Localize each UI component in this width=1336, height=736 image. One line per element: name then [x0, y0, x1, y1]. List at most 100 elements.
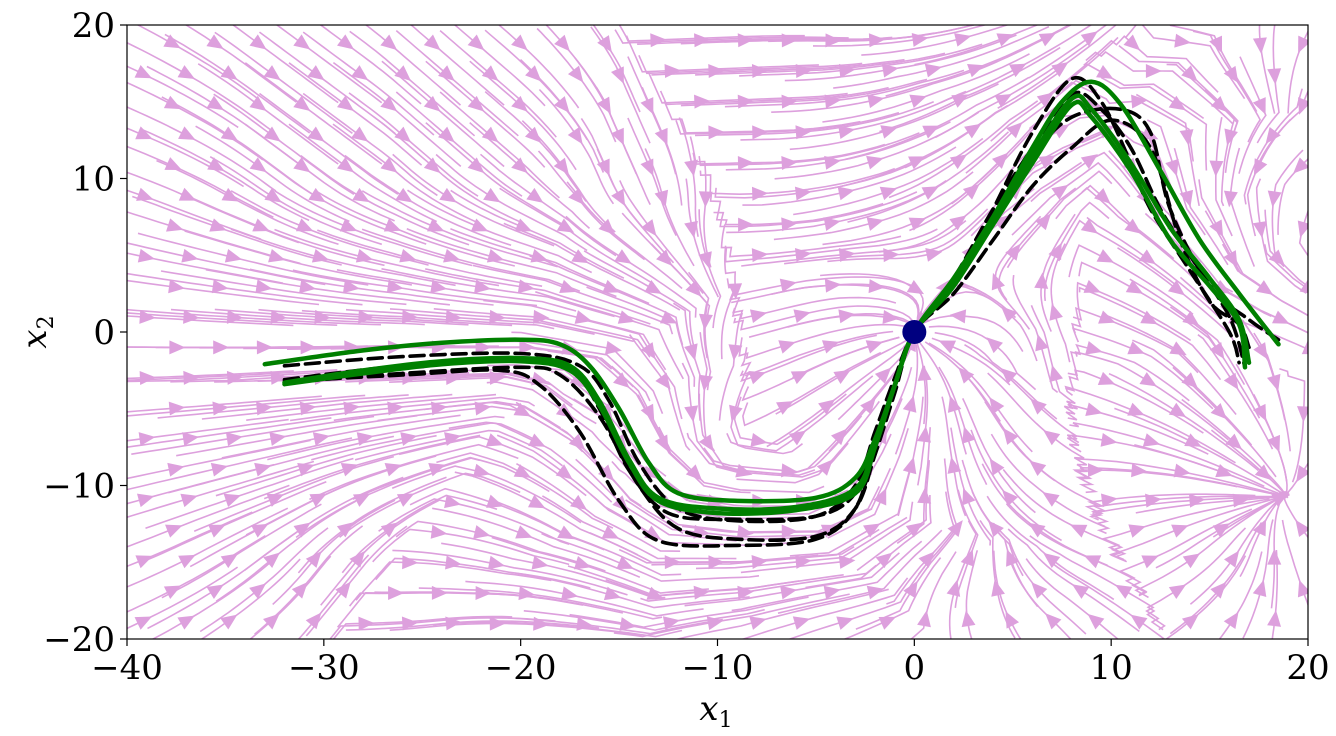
streamline	[1057, 219, 1177, 286]
streamline-arrow	[694, 94, 711, 109]
streamline	[736, 400, 880, 484]
streamline-arrow	[1127, 402, 1145, 416]
streamline-arrow	[750, 432, 768, 447]
streamline-arrow	[903, 580, 918, 599]
streamline	[1006, 170, 1113, 269]
streamline-arrow	[752, 125, 769, 140]
streamline-arrow	[1168, 584, 1187, 599]
target-marker	[902, 320, 927, 344]
streamline	[441, 542, 666, 600]
streamline-arrow	[380, 95, 398, 112]
streamline-arrow	[962, 487, 976, 506]
streamline-arrow	[1049, 364, 1063, 383]
streamline-arrow	[1223, 611, 1239, 630]
streamline-arrow	[1167, 280, 1185, 296]
x-tick-label: −10	[682, 648, 754, 688]
streamline-arrow	[882, 309, 900, 324]
streamline	[1277, 158, 1308, 235]
streamline-arrow	[513, 464, 532, 478]
streamline	[127, 81, 264, 161]
y-tick-label: 0	[93, 313, 115, 353]
streamline	[381, 122, 522, 224]
streamline-arrow	[1005, 611, 1020, 629]
streamline	[733, 305, 914, 331]
streamline	[640, 564, 877, 602]
streamline	[714, 156, 928, 199]
streamline	[888, 100, 1039, 199]
streamline	[537, 150, 646, 261]
streamline-arrow	[135, 555, 153, 569]
streamline	[689, 136, 886, 165]
streamline	[658, 426, 825, 494]
streamline-arrow	[644, 279, 662, 294]
streamline	[1103, 313, 1237, 416]
streamline-arrow	[781, 524, 798, 539]
streamline-arrow	[1125, 279, 1144, 294]
streamline-arrow	[996, 33, 1014, 47]
streamline-arrow	[954, 33, 972, 47]
streamline	[742, 351, 882, 427]
streamline-arrow	[748, 370, 766, 385]
streamline-arrow	[1142, 433, 1161, 447]
streamline	[292, 269, 538, 307]
streamline-arrow	[526, 187, 544, 203]
streamline-arrow	[684, 405, 699, 423]
streamline-arrow	[525, 126, 542, 143]
streamline	[1030, 304, 1078, 410]
streamline-arrow	[255, 279, 273, 294]
streamline	[244, 62, 383, 165]
streamline-arrow	[961, 610, 976, 628]
streamline	[1011, 161, 1131, 236]
streamline	[209, 156, 383, 246]
streamline-arrow	[136, 187, 154, 201]
streamline-arrow	[515, 525, 533, 539]
streamline	[625, 35, 819, 73]
streamline-arrow	[962, 183, 980, 200]
streamline	[1118, 508, 1253, 596]
streamline-arrow	[467, 95, 485, 112]
streamline	[418, 346, 634, 388]
streamline-arrow	[824, 94, 842, 109]
streamline	[127, 394, 366, 417]
streamline-arrow	[567, 127, 583, 145]
streamline-arrow	[307, 126, 325, 142]
streamline	[316, 190, 515, 267]
streamline-arrow	[880, 125, 898, 139]
streamline	[1108, 494, 1287, 562]
streamline	[1169, 522, 1263, 635]
streamline	[777, 529, 943, 614]
streamline	[168, 435, 395, 494]
streamline	[375, 557, 591, 589]
streamline-arrow	[1173, 463, 1191, 478]
streamline	[345, 374, 573, 407]
streamline-arrow	[640, 342, 656, 360]
streamline-arrow	[1210, 403, 1227, 420]
streamline-arrow	[525, 65, 542, 82]
streamline-arrow	[863, 523, 881, 538]
streamline	[436, 452, 614, 529]
streamline-arrow	[1252, 403, 1267, 422]
streamline	[374, 591, 624, 614]
streamline-arrow	[254, 462, 272, 477]
streamline	[496, 434, 647, 533]
streamline-arrow	[795, 63, 812, 78]
streamline-arrow	[693, 585, 711, 600]
streamline	[395, 520, 606, 572]
streamline-arrow	[220, 614, 238, 630]
streamline	[726, 276, 922, 297]
streamline	[1254, 89, 1308, 172]
streamline-arrow	[309, 493, 327, 507]
streamline-arrow	[554, 34, 570, 52]
streamline-arrow	[394, 65, 412, 81]
streamline	[1132, 339, 1253, 446]
streamline	[720, 245, 737, 360]
streamline-arrow	[135, 126, 153, 140]
streamline	[1065, 369, 1204, 434]
streamline	[1198, 179, 1272, 294]
streamline-arrow	[836, 616, 854, 630]
streamline	[341, 494, 498, 574]
streamline	[258, 308, 513, 327]
streamline-arrow	[163, 585, 182, 599]
streamline	[583, 250, 697, 353]
streamline-arrow	[483, 187, 501, 203]
